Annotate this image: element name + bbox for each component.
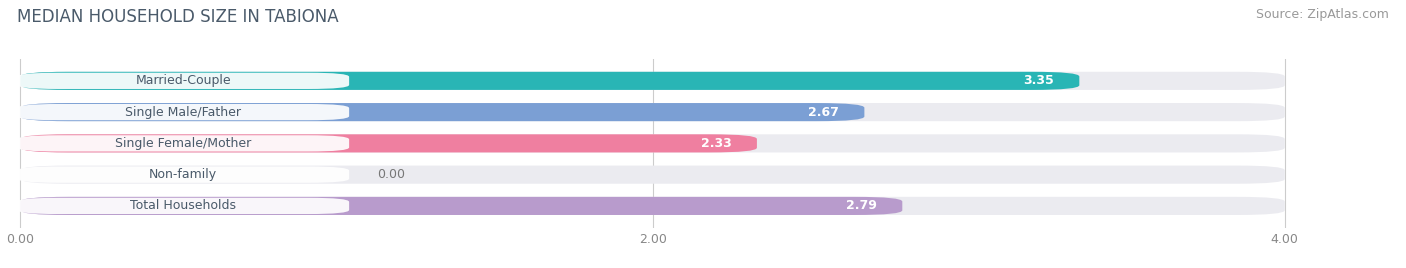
FancyBboxPatch shape	[20, 197, 903, 215]
FancyBboxPatch shape	[17, 198, 349, 214]
FancyBboxPatch shape	[17, 104, 349, 120]
Text: MEDIAN HOUSEHOLD SIZE IN TABIONA: MEDIAN HOUSEHOLD SIZE IN TABIONA	[17, 8, 339, 26]
FancyBboxPatch shape	[20, 134, 756, 152]
Text: Total Households: Total Households	[131, 199, 236, 213]
FancyBboxPatch shape	[20, 197, 1285, 215]
FancyBboxPatch shape	[20, 103, 865, 121]
FancyBboxPatch shape	[17, 135, 349, 151]
Text: 3.35: 3.35	[1024, 74, 1054, 87]
FancyBboxPatch shape	[20, 72, 1080, 90]
Text: Married-Couple: Married-Couple	[135, 74, 231, 87]
FancyBboxPatch shape	[17, 73, 349, 89]
FancyBboxPatch shape	[20, 72, 1285, 90]
FancyBboxPatch shape	[20, 166, 1285, 184]
Text: Single Female/Mother: Single Female/Mother	[115, 137, 252, 150]
FancyBboxPatch shape	[20, 103, 1285, 121]
Text: 2.33: 2.33	[700, 137, 731, 150]
FancyBboxPatch shape	[17, 166, 349, 183]
Text: 2.67: 2.67	[808, 106, 839, 119]
Text: Source: ZipAtlas.com: Source: ZipAtlas.com	[1256, 8, 1389, 21]
FancyBboxPatch shape	[20, 134, 1285, 152]
Text: 2.79: 2.79	[846, 199, 877, 213]
Text: Single Male/Father: Single Male/Father	[125, 106, 242, 119]
Text: Non-family: Non-family	[149, 168, 218, 181]
Text: 0.00: 0.00	[378, 168, 405, 181]
